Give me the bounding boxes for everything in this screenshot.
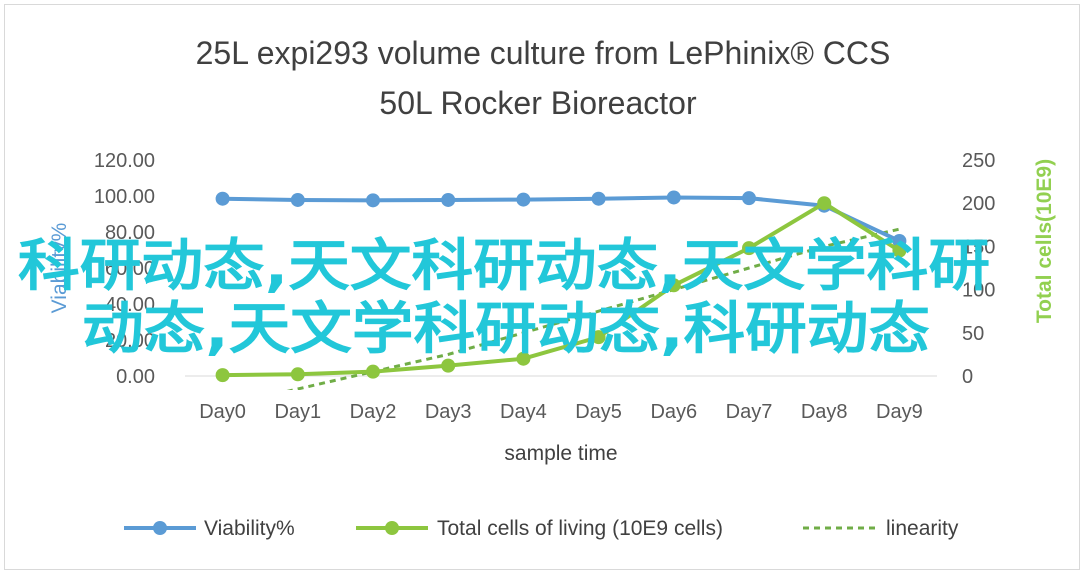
x-tick-label: Day7	[726, 401, 773, 423]
y2-tick-label: 50	[962, 323, 984, 345]
y2-tick-label: 150	[962, 236, 995, 258]
y-axis-title: Viability%	[48, 223, 71, 314]
y-axis-ticks: 0.00 20.00 40.00 60.00 80.00 100.00 120.00	[94, 150, 155, 388]
legend-marker-viability	[153, 521, 167, 535]
data-point-viability	[666, 190, 681, 205]
legend-item-linearity: linearity	[803, 517, 959, 540]
data-point-viability	[742, 191, 756, 206]
chart-title-line1: 25L expi293 volume culture from LePhinix…	[196, 35, 891, 71]
series-line-cells	[222, 201, 901, 378]
y2-axis-title: Total cells(10E9)	[1033, 159, 1056, 323]
data-point-viability	[591, 191, 606, 206]
data-point-cells	[290, 367, 305, 382]
data-point-viability	[441, 192, 456, 207]
legend-item-viability: Viability%	[124, 517, 295, 540]
x-tick-label: Day5	[575, 401, 622, 423]
x-tick-label: Day2	[350, 401, 397, 423]
data-point-viability	[215, 191, 230, 206]
y2-tick-label: 250	[962, 150, 995, 172]
legend-label-viability: Viability%	[204, 517, 295, 540]
x-tick-label: Day4	[500, 401, 547, 423]
series-line-viability	[222, 195, 901, 243]
chart-title-line2: 50L Rocker Bioreactor	[379, 85, 697, 121]
y-tick-label: 20.00	[105, 330, 155, 352]
data-point-cells	[516, 351, 531, 366]
y2-tick-label: 200	[962, 193, 995, 215]
data-point-viability	[892, 234, 907, 248]
data-point-cells	[817, 196, 832, 211]
data-point-viability	[366, 193, 380, 208]
legend-label-cells: Total cells of living (10E9 cells)	[437, 517, 723, 540]
y-tick-label: 60.00	[105, 258, 155, 280]
data-point-cells	[892, 243, 907, 258]
legend-marker-cells	[385, 521, 399, 535]
y-tick-label: 120.00	[94, 150, 155, 172]
watermark-line2: 动态,天文学科研动态,科研动态	[82, 297, 930, 362]
data-point-cells	[366, 364, 380, 379]
y-tick-label: 100.00	[94, 186, 155, 208]
watermark-line1: 科研动态,天文科研动态,天文学科研	[18, 234, 990, 299]
x-tick-label: Day1	[274, 401, 321, 423]
data-point-viability	[516, 192, 531, 207]
x-tick-label: Day9	[876, 401, 923, 423]
y-tick-label: 0.00	[116, 366, 155, 388]
y2-tick-label: 100	[962, 280, 995, 302]
data-point-cells	[591, 330, 606, 345]
series-line-linearity	[286, 227, 900, 390]
x-tick-label: Day0	[199, 401, 246, 423]
data-point-cells	[742, 241, 756, 256]
series-layer	[215, 190, 907, 390]
y-tick-label: 80.00	[105, 222, 155, 244]
data-point-cells	[215, 368, 230, 383]
x-axis-title: sample time	[504, 442, 617, 465]
y2-tick-label: 0	[962, 366, 973, 388]
data-point-cells	[441, 358, 456, 373]
watermark: 科研动态,天文科研动态,天文学科研 动态,天文学科研动态,科研动态	[18, 234, 990, 362]
legend: Viability% Total cells of living (10E9 c…	[124, 517, 959, 540]
x-tick-label: Day8	[801, 401, 848, 423]
x-axis-ticks: Day0 Day1 Day2 Day3 Day4 Day5 Day6 Day7 Day8 Day9	[199, 401, 923, 423]
data-point-viability	[290, 192, 305, 207]
legend-item-cells: Total cells of living (10E9 cells)	[356, 517, 723, 540]
data-point-cells	[666, 278, 681, 293]
legend-label-linearity: linearity	[886, 517, 959, 540]
x-tick-label: Day3	[425, 401, 472, 423]
y2-axis-ticks: 0 50 100 150 200 250	[962, 150, 995, 388]
y-tick-label: 40.00	[105, 294, 155, 316]
x-tick-label: Day6	[650, 401, 697, 423]
chart-frame	[4, 4, 1080, 570]
